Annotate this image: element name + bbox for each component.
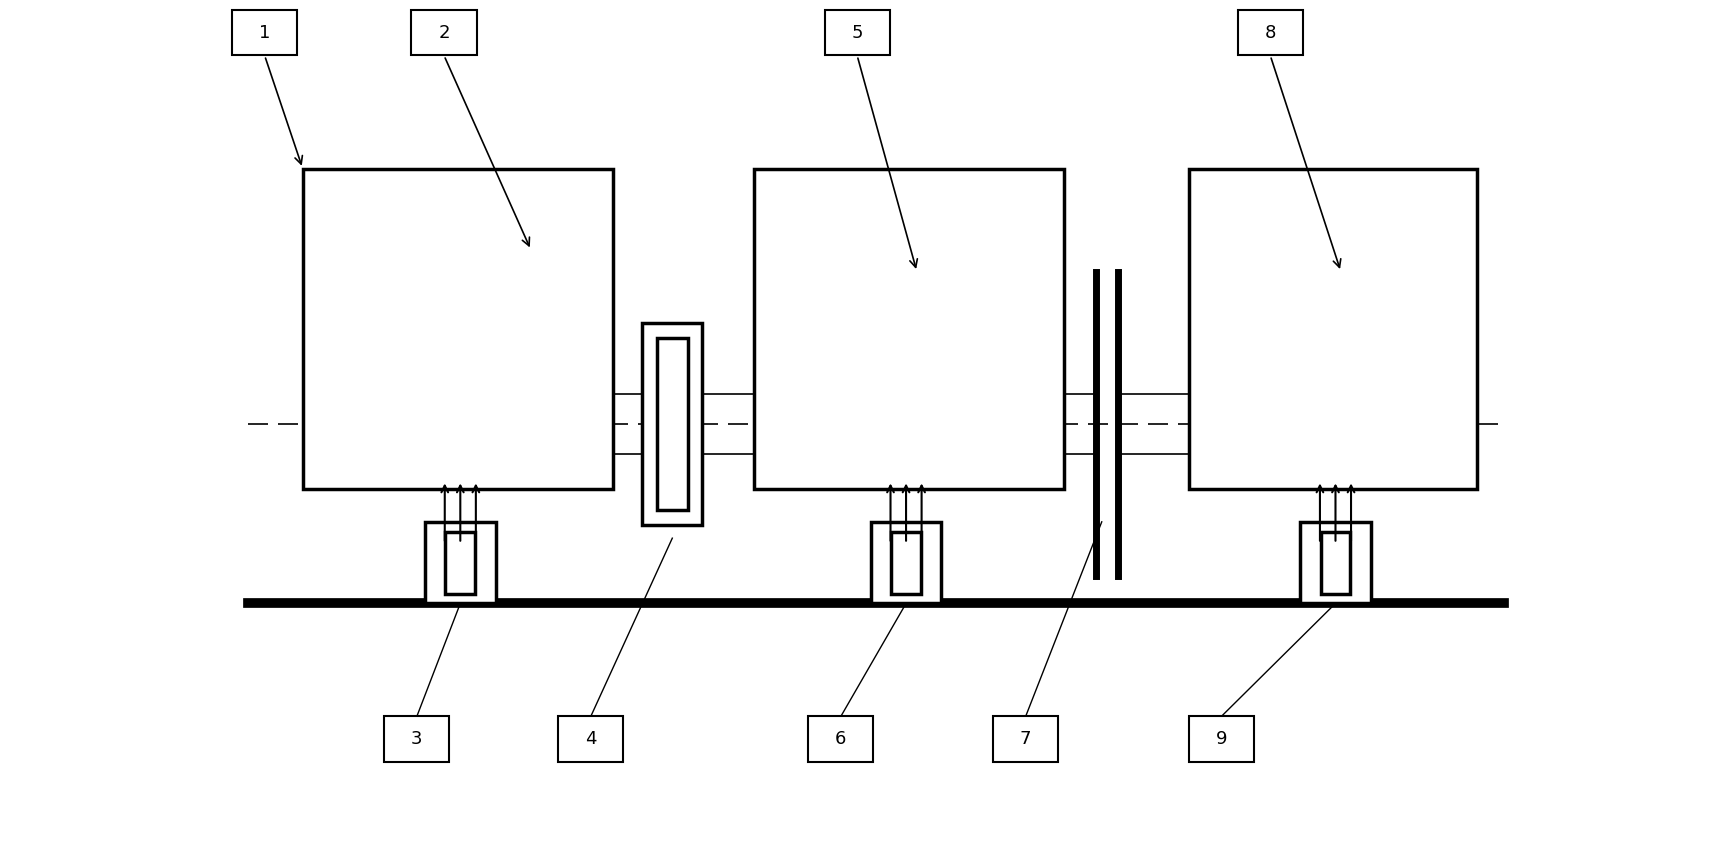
Text: 7: 7 [1019,730,1031,748]
Bar [411,10,477,55]
Text: 4: 4 [585,730,597,748]
Bar [825,10,891,55]
Bar [891,533,920,594]
Bar [302,169,613,489]
Bar [233,10,297,55]
Bar [753,169,1064,489]
Text: 5: 5 [851,24,863,42]
Bar [1238,10,1304,55]
Text: 1: 1 [259,24,271,42]
Text: 6: 6 [835,730,847,748]
Bar [1189,169,1477,489]
Bar [425,522,496,604]
Text: 3: 3 [411,730,422,748]
Bar [642,323,701,525]
Bar [658,338,687,510]
Bar [1300,522,1371,604]
Bar [809,717,873,762]
Text: 2: 2 [437,24,450,42]
Bar [1189,717,1253,762]
Bar [384,717,450,762]
Text: 8: 8 [1264,24,1276,42]
Bar [871,522,941,604]
Bar [1321,533,1351,594]
Bar [993,717,1059,762]
Bar [446,533,476,594]
Text: 9: 9 [1215,730,1227,748]
Bar [559,717,623,762]
